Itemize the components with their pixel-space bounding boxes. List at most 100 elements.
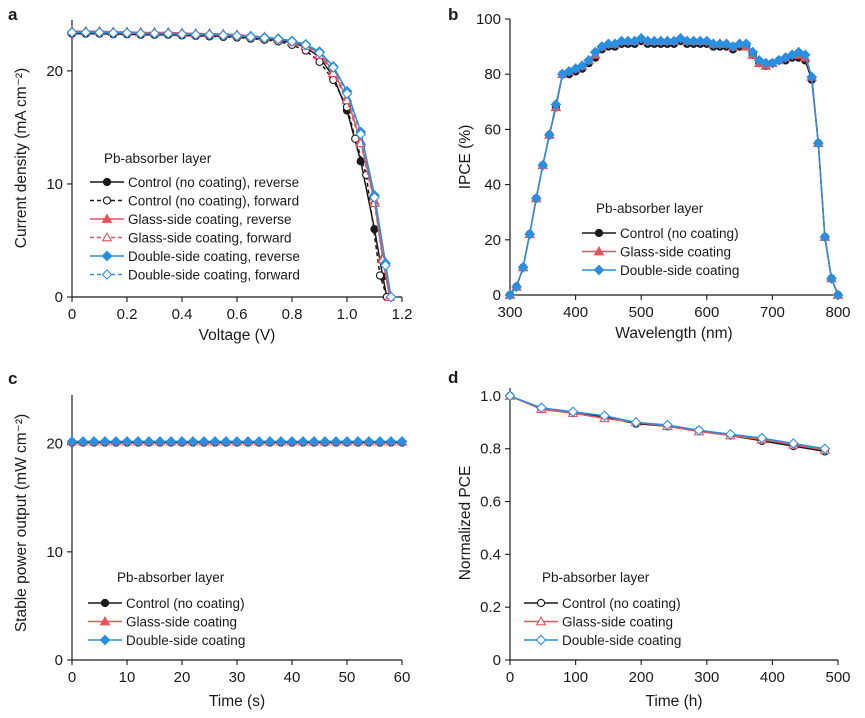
y-tick-label: 20 (46, 63, 63, 80)
legend-swatch-marker (101, 231, 113, 242)
legend-label: Glass-side coating (126, 615, 237, 630)
data-point (812, 137, 824, 149)
data-point (165, 436, 177, 447)
data-point (94, 27, 105, 38)
legend-item: Double-side coating (88, 633, 245, 648)
legend-item: Glass-side coating (582, 245, 731, 260)
x-tick-label: 0.6 (227, 306, 248, 323)
data-point (380, 259, 391, 271)
y-tick-label: 20 (46, 436, 63, 453)
legend-swatch-marker (594, 228, 604, 238)
x-axis-title: Time (h) (645, 693, 702, 710)
y-tick-label: 80 (484, 66, 501, 83)
panel-c: c 0 10 20 30 40 50 60 0 10 20 Time (s) Stable power … (8, 369, 410, 710)
data-point (264, 436, 276, 447)
legend-swatch-marker (102, 177, 112, 187)
legend-label: Control (no coating), reverse (128, 175, 299, 190)
panel-letter-a: a (8, 5, 18, 24)
data-point (110, 436, 122, 447)
data-point (799, 49, 811, 61)
legend-swatch-marker (99, 615, 111, 626)
data-point (275, 436, 287, 447)
data-point (66, 27, 78, 38)
legend-item: Double-side coating, forward (90, 268, 300, 283)
data-point (242, 436, 254, 447)
data-point (385, 436, 397, 447)
data-point (599, 410, 610, 422)
data-point (511, 281, 522, 293)
legend-item: Control (no coating) (524, 596, 681, 611)
data-point (352, 436, 364, 447)
legend-swatch-marker (593, 245, 605, 256)
data-point (272, 33, 284, 45)
data-point (819, 443, 831, 455)
data-point (567, 406, 579, 418)
data-point (756, 432, 768, 444)
legend-label: Double-side coating (620, 263, 739, 278)
y-tick-label: 0 (493, 287, 501, 304)
data-point (231, 30, 243, 42)
data-point (259, 32, 270, 44)
data-point (819, 231, 831, 243)
x-tick-label: 300 (694, 669, 719, 686)
legend-item: Control (no coating) (88, 596, 245, 611)
data-point (300, 39, 312, 51)
legend: Pb-absorber layer Control (no coating), r… (90, 151, 300, 283)
data-point (826, 273, 837, 284)
data-point (286, 436, 298, 447)
data-point (589, 46, 601, 58)
data-point (217, 29, 229, 41)
data-point (806, 71, 818, 83)
data-point (176, 436, 188, 447)
data-point (530, 193, 542, 204)
data-point (319, 436, 331, 447)
y-tick-label: 0.6 (480, 494, 501, 511)
y-tick-label: 1.0 (480, 388, 501, 405)
x-tick-label: 400 (760, 669, 785, 686)
legend-item: Glass-side coating, forward (90, 231, 292, 246)
data-point (517, 262, 529, 273)
data-point (286, 36, 298, 47)
legend: Pb-absorber layer Control (no coating) Gla… (582, 201, 739, 278)
data-point (375, 271, 385, 280)
data-point (327, 62, 339, 73)
data-point (176, 28, 188, 40)
legend-label: Glass-side coating, reverse (128, 212, 292, 227)
panel-a: a 0 0.2 0.4 0.6 0.8 1.0 1.2 0 10 20 Voltage (V) Curr… (8, 5, 412, 344)
y-axis-title: Current density (mA cm⁻²) (13, 68, 30, 248)
legend-swatch-marker (101, 250, 113, 262)
data-point (66, 436, 78, 447)
x-tick-label: 50 (339, 669, 356, 686)
x-tick-label: 100 (563, 669, 588, 686)
data-point (99, 436, 111, 447)
series-double-side-coating-forward (66, 27, 397, 303)
data-point (721, 38, 732, 50)
y-tick-label: 0 (55, 289, 63, 306)
y-tick-label: 0.8 (480, 441, 501, 458)
data-point (143, 436, 155, 447)
data-point (88, 436, 100, 447)
x-tick-label: 40 (284, 669, 301, 686)
x-tick-label: 800 (825, 304, 850, 321)
data-point (583, 55, 595, 66)
legend-title: Pb-absorber layer (104, 151, 212, 166)
data-point (385, 291, 397, 303)
legend-item: Control (no coating), forward (90, 194, 299, 209)
series-double-side-coating (66, 436, 408, 447)
legend: Pb-absorber layer Control (no coating) Gla… (88, 570, 245, 648)
legend-label: Double-side coating (126, 633, 245, 648)
x-axis-title: Time (s) (209, 693, 265, 710)
data-point (543, 129, 555, 141)
x-tick-label: 10 (119, 669, 136, 686)
panel-b: b 300 400 500 600 700 800 0 20 40 60 80 100 Wavelengt… (448, 5, 851, 342)
legend-item: Double-side coating, reverse (90, 249, 300, 264)
data-point (121, 27, 133, 39)
data-point (220, 436, 232, 447)
data-point (693, 424, 705, 436)
y-axis-title: Stable power output (mW cm⁻²) (13, 414, 30, 632)
legend-swatch-marker (535, 634, 547, 646)
data-point (231, 436, 243, 447)
data-point (315, 57, 324, 66)
data-point (107, 27, 119, 39)
x-tick-label: 0 (68, 306, 76, 323)
